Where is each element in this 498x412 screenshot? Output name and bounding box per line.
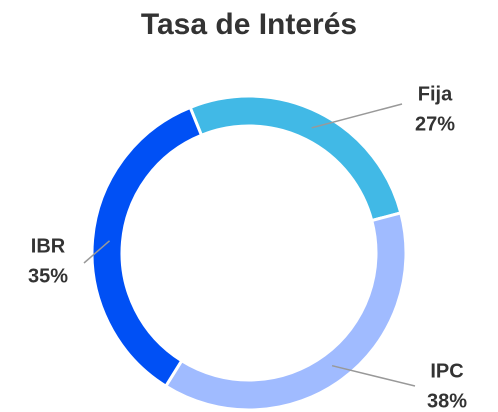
- slice-label: IPC: [430, 360, 463, 382]
- leader-line: [331, 364, 416, 387]
- chart-title: Tasa de Interés: [141, 8, 357, 41]
- slice-label: IBR: [31, 235, 66, 257]
- leader-line: [83, 240, 111, 264]
- slice: [90, 105, 204, 389]
- slice: [163, 211, 408, 412]
- slice-label: Fija: [418, 83, 453, 105]
- value-label: 35%: [28, 265, 68, 287]
- leader-line: [311, 103, 403, 129]
- value-label: 27%: [415, 113, 455, 135]
- value-label: 38%: [427, 390, 467, 412]
- slice: [188, 94, 403, 223]
